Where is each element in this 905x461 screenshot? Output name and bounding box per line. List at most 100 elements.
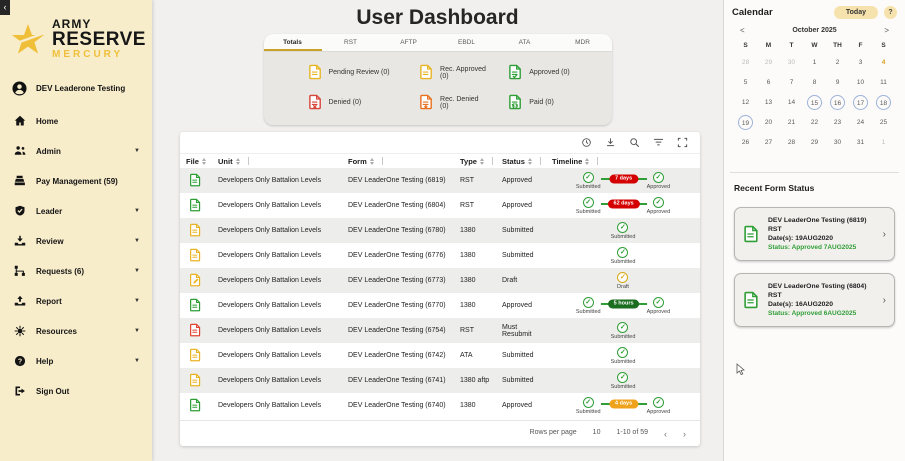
help-icon[interactable]: ? xyxy=(884,6,897,19)
column-header-form[interactable]: Form xyxy=(342,157,454,166)
calendar-day-3[interactable]: 3 xyxy=(858,58,863,66)
sidebar-item-home[interactable]: Home xyxy=(0,106,152,136)
tab-totals[interactable]: Totals xyxy=(263,34,322,51)
sort-icon[interactable] xyxy=(527,157,532,165)
calendar-day-26[interactable]: 26 xyxy=(741,138,750,146)
table-row[interactable]: Developers Only Battalion Levels DEV Lead… xyxy=(180,293,700,318)
calendar-day-1[interactable]: 1 xyxy=(812,58,817,66)
calendar-day-10[interactable]: 10 xyxy=(856,78,865,86)
sort-icon[interactable] xyxy=(235,157,240,165)
today-button[interactable]: Today xyxy=(833,6,878,19)
table-row[interactable]: Developers Only Battalion Levels DEV Lead… xyxy=(180,168,700,193)
column-label: Form xyxy=(348,156,367,166)
admin-icon xyxy=(14,146,26,155)
sort-icon[interactable] xyxy=(201,157,206,165)
pagination-next-icon[interactable]: › xyxy=(683,429,686,439)
calendar-day-13[interactable]: 13 xyxy=(764,98,773,106)
calendar-day-15[interactable]: 15 xyxy=(803,92,826,112)
recent-form-cards: DEV LeaderOne Testing (6819) RST Date(s): … xyxy=(724,207,905,327)
sidebar-item-review[interactable]: Review ▼ xyxy=(0,226,152,256)
calendar-day-17[interactable]: 17 xyxy=(849,92,872,112)
sidebar-item-requests[interactable]: Requests (6) ▼ xyxy=(0,256,152,286)
sidebar-item-admin[interactable]: Admin ▼ xyxy=(0,136,152,166)
fullscreen-icon[interactable] xyxy=(677,137,688,148)
calendar-day-12[interactable]: 12 xyxy=(741,98,750,106)
tab-mdr[interactable]: MDR xyxy=(575,39,590,46)
rows-per-page-value[interactable]: 10 xyxy=(592,429,601,436)
table-row[interactable]: Developers Only Battalion Levels DEV Lead… xyxy=(180,343,700,368)
calendar-day-28[interactable]: 28 xyxy=(787,138,796,146)
rec-approved-doc-icon xyxy=(420,64,432,80)
sidebar-collapse-button[interactable]: ‹ xyxy=(0,0,10,15)
calendar-day-2[interactable]: 2 xyxy=(835,58,840,66)
calendar-day-25[interactable]: 25 xyxy=(879,118,888,126)
table-row[interactable]: Developers Only Battalion Levels DEV Lead… xyxy=(180,243,700,268)
calendar-day-7[interactable]: 7 xyxy=(789,78,794,86)
calendar-day-29[interactable]: 29 xyxy=(764,58,773,66)
history-icon[interactable] xyxy=(581,137,592,148)
calendar-day-30[interactable]: 30 xyxy=(787,58,796,66)
calendar-day-16[interactable]: 16 xyxy=(826,92,849,112)
search-icon[interactable] xyxy=(629,137,640,148)
tab-rst[interactable]: RST xyxy=(344,39,357,46)
calendar-day-5[interactable]: 5 xyxy=(743,78,748,86)
table-row[interactable]: Developers Only Battalion Levels DEV Lead… xyxy=(180,393,700,418)
sort-icon[interactable] xyxy=(369,157,374,165)
pay-management-icon xyxy=(14,175,25,186)
sidebar-item-help[interactable]: ? Help ▼ xyxy=(0,346,152,376)
form-doc-icon xyxy=(744,291,758,308)
calendar-day-9[interactable]: 9 xyxy=(835,78,840,86)
download-icon[interactable] xyxy=(605,137,616,148)
calendar-day-18[interactable]: 18 xyxy=(872,92,895,112)
calendar-day-14[interactable]: 14 xyxy=(787,98,796,106)
sort-icon[interactable] xyxy=(479,157,484,165)
timeline-step-label: Submitted xyxy=(610,383,636,390)
column-header-unit[interactable]: Unit xyxy=(212,157,342,166)
calendar-day-4[interactable]: 4 xyxy=(881,58,886,66)
table-row[interactable]: Developers Only Battalion Levels DEV Lead… xyxy=(180,193,700,218)
cell-form: DEV LeaderOne Testing (6754) xyxy=(348,327,446,334)
tab-ata[interactable]: ATA xyxy=(518,39,531,46)
calendar-day-11[interactable]: 11 xyxy=(880,78,887,86)
calendar-prev-icon[interactable]: < xyxy=(740,26,745,35)
column-header-file[interactable]: File xyxy=(180,157,212,166)
calendar-day-22[interactable]: 22 xyxy=(810,118,819,126)
calendar-next-icon[interactable]: > xyxy=(884,26,889,35)
sidebar-item-sign-out[interactable]: Sign Out xyxy=(0,376,152,406)
sidebar-item-resources[interactable]: Resources ▼ xyxy=(0,316,152,346)
table-row[interactable]: Developers Only Battalion Levels DEV Lead… xyxy=(180,218,700,243)
sidebar-item-report[interactable]: Report ▼ xyxy=(0,286,152,316)
sort-icon[interactable] xyxy=(585,157,590,165)
table-row[interactable]: Developers Only Battalion Levels DEV Lead… xyxy=(180,268,700,293)
calendar-day-31[interactable]: 31 xyxy=(856,138,865,146)
pagination-prev-icon[interactable]: ‹ xyxy=(664,429,667,439)
calendar-day-27[interactable]: 27 xyxy=(764,138,773,146)
totals-card: Totals RST AFTP EBDL ATA MDR Pending Review (… xyxy=(263,34,612,125)
form-status-card[interactable]: DEV LeaderOne Testing (6804) RST Date(s): … xyxy=(734,273,895,327)
form-status-card[interactable]: DEV LeaderOne Testing (6819) RST Date(s): … xyxy=(734,207,895,261)
calendar-day-8[interactable]: 8 xyxy=(812,78,817,86)
calendar-day-21[interactable]: 21 xyxy=(787,118,796,126)
sign-out-icon xyxy=(15,386,25,396)
calendar-day-1[interactable]: 1 xyxy=(881,138,886,146)
calendar-day-20[interactable]: 20 xyxy=(764,118,773,126)
tab-aftp[interactable]: AFTP xyxy=(400,39,417,46)
sidebar-item-leader[interactable]: Leader ▼ xyxy=(0,196,152,226)
cell-timeline: ✓ Submitted 62 days ✓ Approved xyxy=(546,196,700,215)
column-header-timeline[interactable]: Timeline xyxy=(546,157,700,166)
column-header-type[interactable]: Type xyxy=(454,157,496,166)
calendar-day-19[interactable]: 19 xyxy=(734,112,757,132)
calendar-day-28[interactable]: 28 xyxy=(741,58,750,66)
calendar-day-23[interactable]: 23 xyxy=(833,118,842,126)
calendar-day-30[interactable]: 30 xyxy=(833,138,842,146)
tab-ebdl[interactable]: EBDL xyxy=(458,39,475,46)
calendar-day-29[interactable]: 29 xyxy=(810,138,819,146)
cell-unit: Developers Only Battalion Levels xyxy=(218,277,322,284)
calendar-day-24[interactable]: 24 xyxy=(856,118,865,126)
calendar-day-6[interactable]: 6 xyxy=(766,78,771,86)
sidebar-item-pay-management[interactable]: Pay Management (59) xyxy=(0,166,152,196)
column-header-status[interactable]: Status xyxy=(496,157,546,166)
table-row[interactable]: Developers Only Battalion Levels DEV Lead… xyxy=(180,368,700,393)
filter-icon[interactable] xyxy=(653,137,664,148)
table-row[interactable]: Developers Only Battalion Levels DEV Lead… xyxy=(180,318,700,343)
